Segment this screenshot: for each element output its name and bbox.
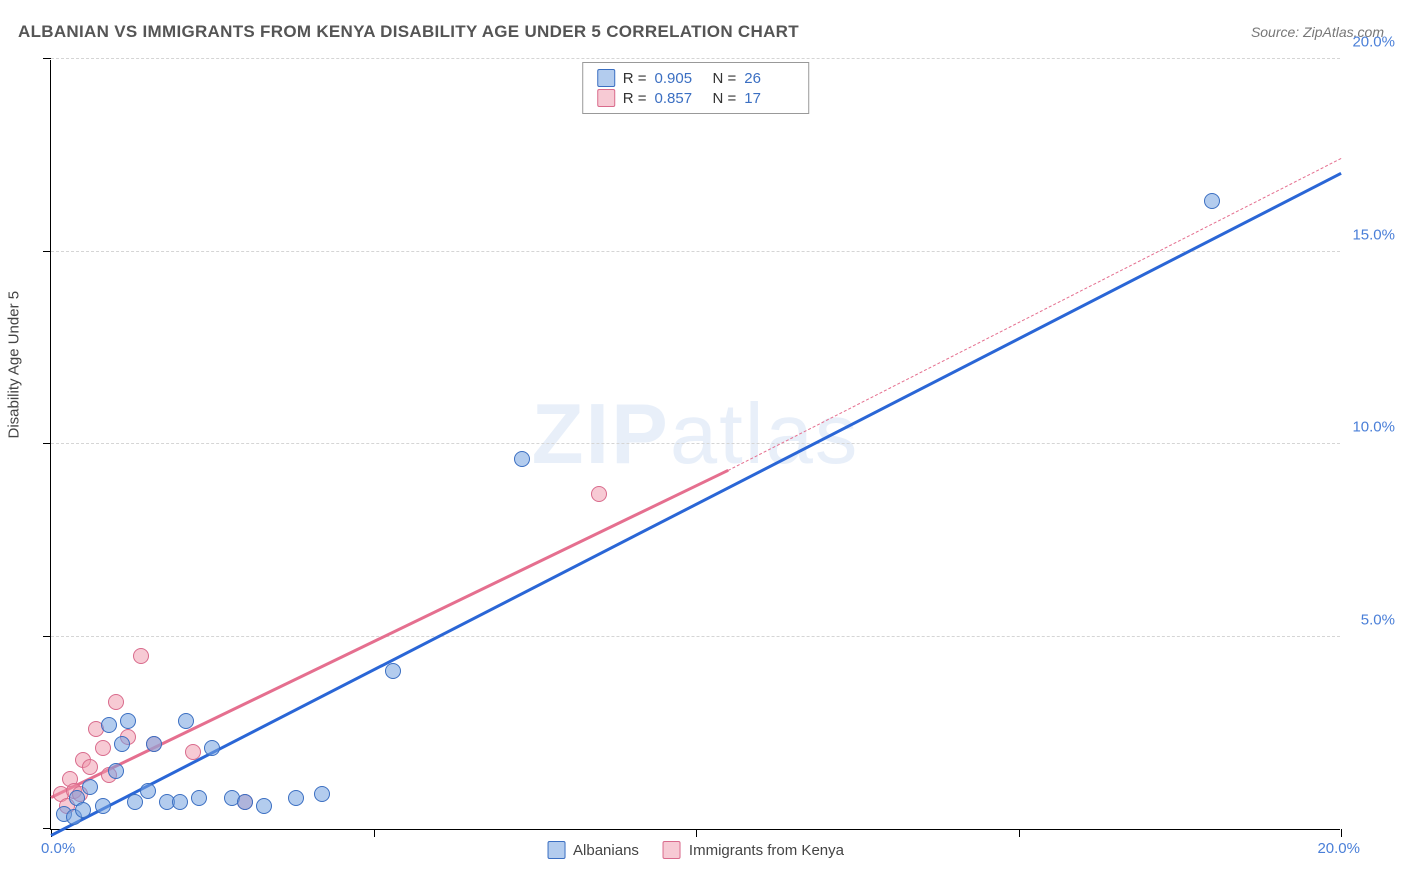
legend-row-pink: R = 0.857 N = 17 [597,89,795,107]
n-label: N = [713,90,737,107]
y-tick [43,443,51,444]
data-point [288,790,304,806]
x-tick [696,829,697,837]
y-tick-label: 5.0% [1361,611,1395,628]
y-tick-label: 15.0% [1352,226,1395,243]
data-point [108,763,124,779]
gridline [51,443,1340,444]
y-tick [43,58,51,59]
y-tick [43,251,51,252]
r-label: R = [623,70,647,87]
gridline [51,636,1340,637]
data-point [514,451,530,467]
legend-label: Albanians [573,842,639,859]
data-point [256,798,272,814]
data-point [108,694,124,710]
y-tick-label: 10.0% [1352,419,1395,436]
data-point [82,759,98,775]
series-legend: Albanians Immigrants from Kenya [547,841,844,859]
trend-line-dashed [728,158,1341,471]
r-value: 0.905 [655,70,705,87]
x-axis-min-label: 0.0% [41,840,75,857]
legend-label: Immigrants from Kenya [689,842,844,859]
swatch-pink [597,89,615,107]
n-value: 26 [744,70,794,87]
correlation-legend: R = 0.905 N = 26 R = 0.857 N = 17 [582,62,810,114]
data-point [1204,193,1220,209]
data-point [101,717,117,733]
y-tick [43,636,51,637]
y-tick-label: 20.0% [1352,34,1395,51]
trend-line [50,172,1341,836]
data-point [237,794,253,810]
x-tick [1019,829,1020,837]
chart-title: ALBANIAN VS IMMIGRANTS FROM KENYA DISABI… [18,22,799,42]
swatch-blue [597,69,615,87]
n-label: N = [713,70,737,87]
watermark-zip: ZIP [532,387,670,482]
data-point [82,779,98,795]
legend-item-kenya: Immigrants from Kenya [663,841,844,859]
data-point [191,790,207,806]
gridline [51,251,1340,252]
data-point [204,740,220,756]
data-point [75,802,91,818]
gridline [51,58,1340,59]
data-point [127,794,143,810]
data-point [591,486,607,502]
data-point [178,713,194,729]
legend-row-blue: R = 0.905 N = 26 [597,69,795,87]
data-point [146,736,162,752]
n-value: 17 [744,90,794,107]
y-tick [43,828,51,829]
plot-area: ZIPatlas R = 0.905 N = 26 R = 0.857 N = … [50,60,1340,830]
data-point [133,648,149,664]
swatch-blue [547,841,565,859]
data-point [385,663,401,679]
r-label: R = [623,90,647,107]
x-axis-max-label: 20.0% [1317,840,1360,857]
data-point [120,713,136,729]
legend-item-albanians: Albanians [547,841,639,859]
r-value: 0.857 [655,90,705,107]
data-point [314,786,330,802]
data-point [185,744,201,760]
data-point [95,740,111,756]
watermark: ZIPatlas [532,386,860,484]
x-tick [1341,829,1342,837]
x-tick [374,829,375,837]
swatch-pink [663,841,681,859]
data-point [140,783,156,799]
y-axis-title: Disability Age Under 5 [6,291,23,439]
data-point [172,794,188,810]
data-point [95,798,111,814]
data-point [114,736,130,752]
